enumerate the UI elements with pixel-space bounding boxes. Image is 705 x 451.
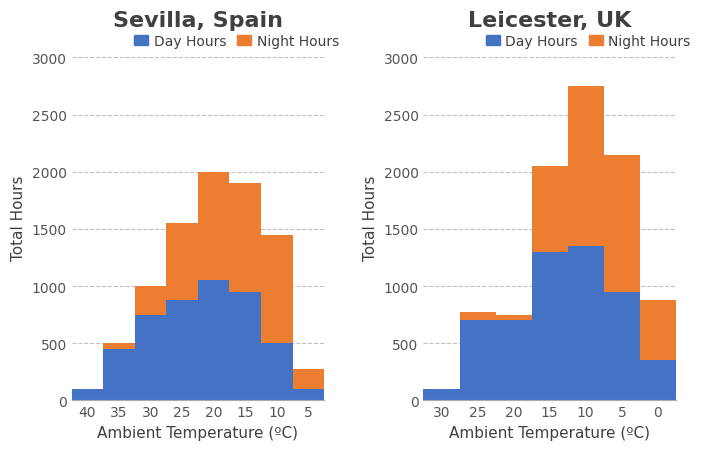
Y-axis label: Total Hours: Total Hours	[363, 175, 378, 261]
X-axis label: Ambient Temperature (ºC): Ambient Temperature (ºC)	[449, 425, 650, 440]
Bar	[496, 315, 532, 321]
Bar	[261, 235, 293, 344]
Bar	[568, 87, 603, 247]
Bar	[293, 389, 324, 400]
Bar	[103, 349, 135, 400]
Bar	[568, 247, 603, 400]
Bar	[424, 389, 460, 400]
Bar	[293, 369, 324, 389]
Y-axis label: Total Hours: Total Hours	[11, 175, 26, 261]
X-axis label: Ambient Temperature (ºC): Ambient Temperature (ºC)	[97, 425, 298, 440]
Title: Leicester, UK: Leicester, UK	[468, 11, 631, 31]
Bar	[532, 252, 568, 400]
Bar	[166, 224, 198, 301]
Bar	[229, 184, 261, 292]
Bar	[460, 312, 496, 321]
Bar	[103, 344, 135, 349]
Bar	[603, 292, 640, 400]
Bar	[135, 286, 166, 315]
Bar	[166, 301, 198, 400]
Legend: Day Hours, Night Hours: Day Hours, Night Hours	[486, 35, 691, 49]
Bar	[460, 321, 496, 400]
Bar	[229, 292, 261, 400]
Bar	[640, 301, 676, 361]
Bar	[261, 344, 293, 400]
Bar	[532, 166, 568, 252]
Bar	[603, 155, 640, 292]
Bar	[72, 389, 103, 400]
Bar	[135, 315, 166, 400]
Title: Sevilla, Spain: Sevilla, Spain	[113, 11, 283, 31]
Legend: Day Hours, Night Hours: Day Hours, Night Hours	[134, 35, 339, 49]
Bar	[198, 281, 229, 400]
Bar	[496, 321, 532, 400]
Bar	[198, 172, 229, 281]
Bar	[640, 361, 676, 400]
